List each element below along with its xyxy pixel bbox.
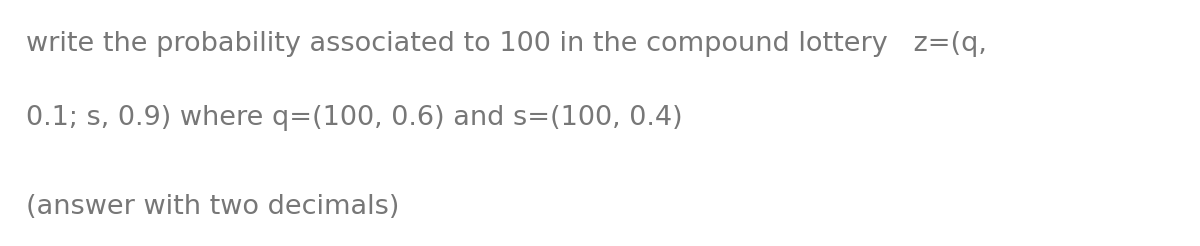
Text: (answer with two decimals): (answer with two decimals) <box>26 194 400 220</box>
Text: write the probability associated to 100 in the compound lottery   z=(q,: write the probability associated to 100 … <box>26 31 988 57</box>
Text: 0.1; s, 0.9) where q=(100, 0.6) and s=(100, 0.4): 0.1; s, 0.9) where q=(100, 0.6) and s=(1… <box>26 105 683 131</box>
